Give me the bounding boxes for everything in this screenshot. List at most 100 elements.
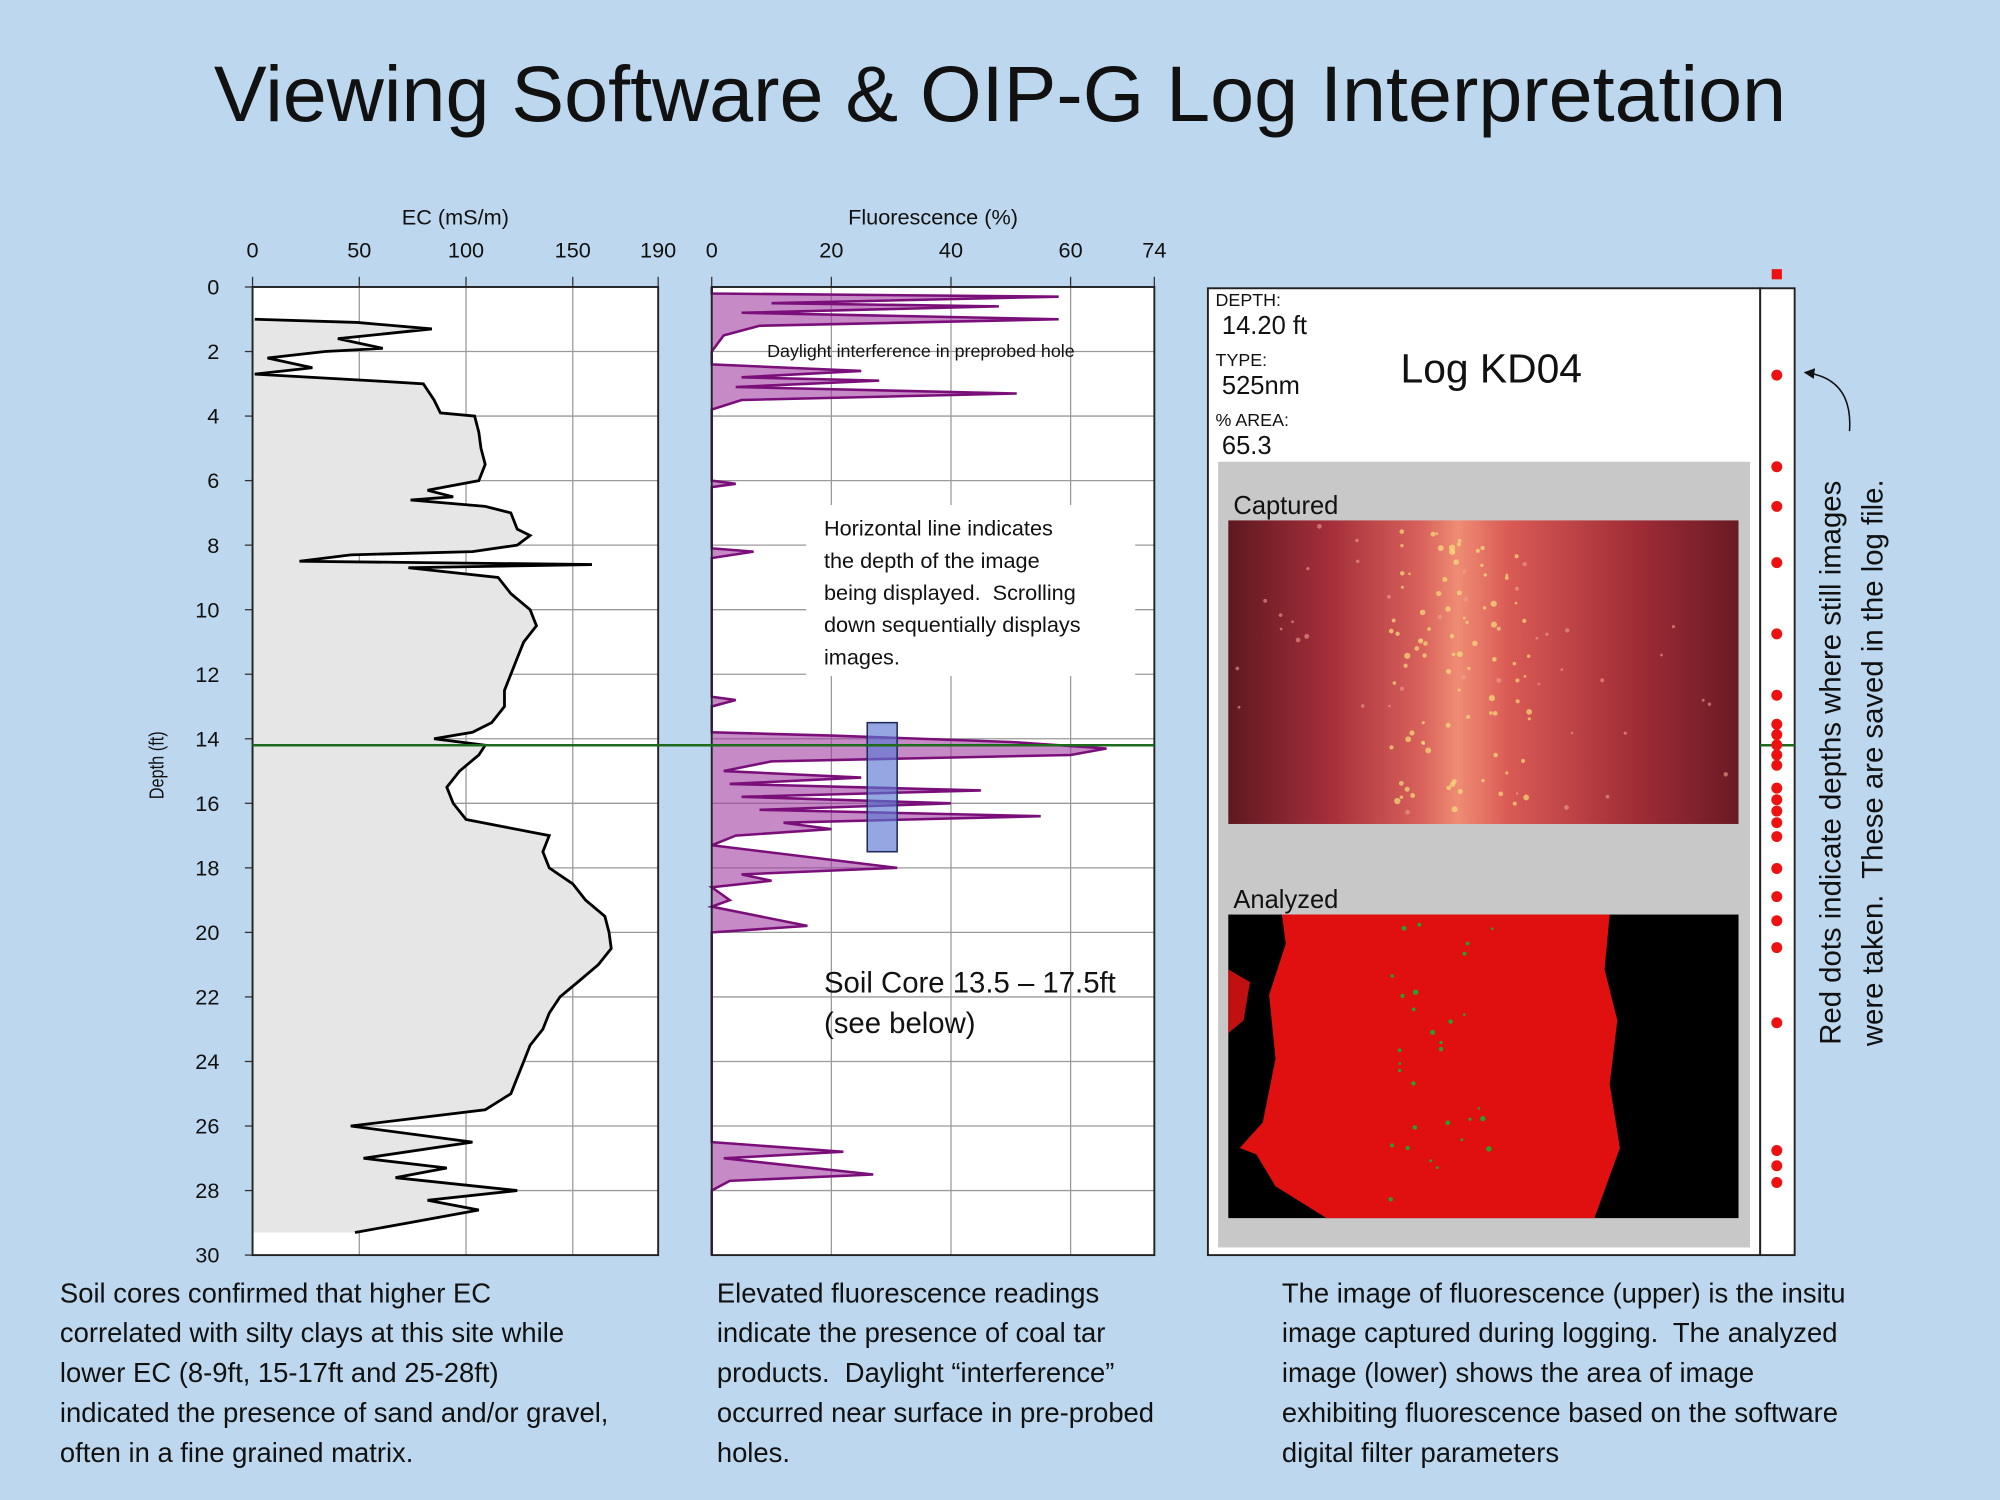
x-axis-label: EC (mS/m) (402, 204, 509, 229)
image-depth-dot (1771, 915, 1783, 927)
speck (1405, 736, 1412, 743)
image-depth-dot (1771, 369, 1783, 381)
speck (1291, 620, 1294, 624)
speck (1439, 1040, 1443, 1045)
panel-log: Log KD04 (1401, 346, 1582, 392)
speck (1451, 652, 1456, 657)
y-tick-label: 28 (195, 1178, 219, 1203)
speck (1526, 654, 1531, 658)
speck (1437, 545, 1444, 552)
line-fill (252, 319, 612, 1233)
image-depth-dot (1771, 817, 1783, 829)
speck (1405, 809, 1410, 815)
x-tick-label: 50 (347, 238, 371, 263)
caption: holes. (717, 1437, 790, 1468)
y-tick-label: 16 (195, 791, 219, 816)
image-depth-dot (1771, 1145, 1783, 1157)
speck (1545, 632, 1549, 636)
speck (1445, 1120, 1451, 1126)
y-tick-label: 2 (207, 339, 219, 364)
speck (1523, 794, 1530, 801)
annotation: down sequentially displays (824, 612, 1081, 637)
speck (1412, 989, 1419, 995)
speck (1462, 951, 1467, 956)
area-fill (711, 286, 1107, 1256)
x-tick-label: 20 (819, 238, 843, 263)
annotation: Daylight interference in preprobed hole (767, 341, 1075, 361)
x-tick-label: 0 (706, 238, 718, 263)
speck (1537, 682, 1541, 686)
panel-type: 525nm (1222, 372, 1300, 400)
panel-type-label: TYPE: (1216, 350, 1268, 370)
speck (1483, 573, 1487, 577)
panel-note: were taken. These are saved in the log f… (1857, 479, 1890, 1047)
speck (1451, 806, 1458, 813)
image-depth-dot (1771, 1017, 1783, 1029)
caption: lower EC (8-9ft, 15-17ft and 25-28ft) (60, 1357, 499, 1388)
image-depth-dot (1771, 689, 1783, 701)
speck (1723, 772, 1728, 777)
x-axis-label: Fluorescence (%) (848, 204, 1018, 229)
image-depth-dot (1771, 942, 1783, 954)
speck (1398, 780, 1404, 786)
speck (1492, 657, 1497, 662)
speck (1263, 598, 1268, 603)
caption: Elevated fluorescence readings (717, 1277, 1099, 1308)
annotation-arrow (1803, 368, 1851, 432)
caption: often in a fine grained matrix. (60, 1437, 413, 1468)
speck (1465, 620, 1469, 625)
caption: indicate the presence of coal tar (717, 1317, 1105, 1348)
image-depth-dot (1771, 718, 1783, 730)
caption: exhibiting fluorescence based on the sof… (1282, 1397, 1838, 1428)
caption: occurred near surface in pre-probed (717, 1397, 1154, 1428)
speck (1397, 1068, 1402, 1073)
speck (1397, 1048, 1402, 1053)
speck (1535, 636, 1539, 640)
speck (1514, 554, 1519, 559)
core-box (866, 721, 898, 853)
speck (1482, 606, 1487, 610)
captured-specks (1235, 524, 1728, 815)
image-depth-dot (1771, 729, 1783, 741)
speck (1355, 538, 1359, 543)
speck (1404, 786, 1410, 792)
caption: Soil cores confirmed that higher EC (60, 1277, 491, 1308)
speck (1514, 601, 1518, 605)
x-tick-label: 0 (247, 238, 259, 263)
speck (1623, 731, 1627, 735)
image-depth-dot (1771, 831, 1783, 843)
caption: indicated the presence of sand and/or gr… (60, 1397, 609, 1428)
captured-image (1228, 520, 1739, 824)
speck (1462, 569, 1467, 574)
speck (1235, 666, 1240, 671)
speck (1295, 637, 1301, 643)
speck (1492, 711, 1498, 716)
slide-title: Viewing Software & OIP-G Log Interpretat… (214, 49, 1786, 138)
speck (1468, 1117, 1472, 1121)
annotation: being displayed. Scrolling (824, 580, 1076, 605)
speck (1449, 781, 1456, 788)
speck (1403, 663, 1408, 668)
speck (1405, 1145, 1410, 1151)
panel-area-label: % AREA: (1216, 410, 1289, 430)
y-tick-label: 10 (195, 597, 219, 622)
speck (1456, 651, 1463, 658)
speck (1463, 596, 1468, 602)
analyzed-specks (1388, 922, 1494, 1202)
image-depth-dot (1771, 891, 1783, 903)
speck (1425, 747, 1432, 754)
speck (1493, 752, 1498, 758)
speck (1660, 653, 1663, 657)
speck (1278, 613, 1283, 617)
image-depth-dot (1771, 500, 1783, 512)
speck (1671, 624, 1676, 629)
y-tick-label: 8 (207, 533, 219, 558)
caption: products. Daylight “interference” (717, 1357, 1115, 1388)
speck (1435, 1166, 1439, 1170)
annotation: (see below) (824, 1007, 976, 1040)
speck (1600, 678, 1605, 683)
panel-analyzed: Analyzed (1233, 886, 1338, 914)
speck (1481, 778, 1485, 783)
